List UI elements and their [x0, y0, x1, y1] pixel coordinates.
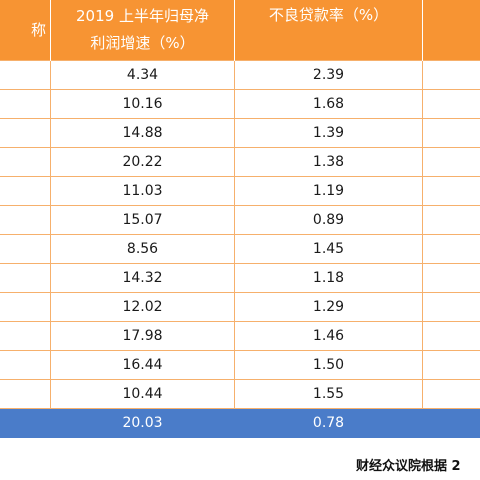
profit-growth-cell: 17.98 [50, 321, 235, 351]
npl-ratio-cell: 1.46 [234, 321, 423, 351]
npl-ratio-cell: 1.50 [234, 350, 423, 380]
table-body: 4.34 2.39 10.16 1.68 14.88 1.39 20.22 1.38 11.03… [0, 60, 480, 438]
table-row: 16.44 1.50 [0, 350, 480, 380]
name-cell [0, 234, 51, 264]
table-row: 10.44 1.55 [0, 379, 480, 409]
table-row: 15.07 0.89 [0, 205, 480, 235]
table-row: 14.88 1.39 [0, 118, 480, 148]
name-cell [0, 176, 51, 206]
table-row: 20.22 1.38 [0, 147, 480, 177]
header-provision: 拨备 [422, 0, 480, 61]
npl-ratio-cell: 1.29 [234, 292, 423, 322]
bank-data-table: 称 2019 上半年归母净 利润增速（%） 不良贷款率（%） 拨备 4.342.… [0, 0, 480, 438]
provision-cell [422, 89, 480, 119]
name-cell [0, 147, 51, 177]
profit-growth-cell: 11.03 [50, 176, 235, 206]
name-cell [0, 292, 51, 322]
header-name: 称 [0, 0, 51, 61]
total-npl-cell: 0.78 [234, 408, 423, 438]
name-cell [0, 118, 51, 148]
provision-cell [422, 176, 480, 206]
name-cell [0, 321, 51, 351]
provision-cell [422, 234, 480, 264]
provision-cell [422, 205, 480, 235]
name-cell [0, 350, 51, 380]
header-profit-line2: 利润增速（%） [90, 34, 195, 52]
provision-cell [422, 292, 480, 322]
name-cell [0, 60, 51, 90]
name-cell [0, 205, 51, 235]
table-row: 4.34 2.39 [0, 60, 480, 90]
npl-ratio-cell: 1.18 [234, 263, 423, 293]
profit-growth-cell: 10.44 [50, 379, 235, 409]
header-npl-ratio: 不良贷款率（%） [234, 0, 423, 61]
data-table-container: 称 2019 上半年归母净 利润增速（%） 不良贷款率（%） 拨备 4.342.… [0, 0, 480, 438]
table-row: 8.56 1.45 [0, 234, 480, 264]
provision-cell [422, 379, 480, 409]
npl-ratio-cell: 1.45 [234, 234, 423, 264]
npl-ratio-cell: 1.68 [234, 89, 423, 119]
npl-ratio-cell: 1.19 [234, 176, 423, 206]
profit-growth-cell: 8.56 [50, 234, 235, 264]
name-cell [0, 263, 51, 293]
total-name-cell [0, 408, 51, 438]
header-provision-text: 拨备 [423, 2, 480, 29]
profit-growth-cell: 10.16 [50, 89, 235, 119]
header-profit-growth: 2019 上半年归母净 利润增速（%） [50, 0, 235, 61]
table-header-row: 称 2019 上半年归母净 利润增速（%） 不良贷款率（%） 拨备 [0, 0, 480, 61]
name-cell [0, 379, 51, 409]
provision-cell [422, 350, 480, 380]
profit-growth-cell: 14.88 [50, 118, 235, 148]
provision-cell [422, 263, 480, 293]
npl-ratio-cell: 0.89 [234, 205, 423, 235]
provision-cell [422, 118, 480, 148]
profit-growth-cell: 14.32 [50, 263, 235, 293]
profit-growth-cell: 4.34 [50, 60, 235, 90]
table-row: 17.98 1.46 [0, 321, 480, 351]
table-total-row: 20.03 0.78 [0, 408, 480, 438]
profit-growth-cell: 12.02 [50, 292, 235, 322]
table-row: 12.02 1.29 [0, 292, 480, 322]
source-note: 财经众议院根据 2 [356, 459, 461, 474]
total-profit-cell: 20.03 [50, 408, 235, 438]
profit-growth-cell: 15.07 [50, 205, 235, 235]
table-row: 14.32 1.18 [0, 263, 480, 293]
header-npl-text: 不良贷款率（%） [268, 6, 389, 24]
total-provision-cell [422, 408, 480, 438]
npl-ratio-cell: 1.38 [234, 147, 423, 177]
npl-ratio-cell: 1.55 [234, 379, 423, 409]
profit-growth-cell: 20.22 [50, 147, 235, 177]
npl-ratio-cell: 1.39 [234, 118, 423, 148]
table-row: 10.16 1.68 [0, 89, 480, 119]
profit-growth-cell: 16.44 [50, 350, 235, 380]
header-profit-line1: 2019 上半年归母净 [76, 7, 209, 25]
npl-ratio-cell: 2.39 [234, 60, 423, 90]
table-row: 11.03 1.19 [0, 176, 480, 206]
name-cell [0, 89, 51, 119]
provision-cell [422, 60, 480, 90]
provision-cell [422, 147, 480, 177]
provision-cell [422, 321, 480, 351]
